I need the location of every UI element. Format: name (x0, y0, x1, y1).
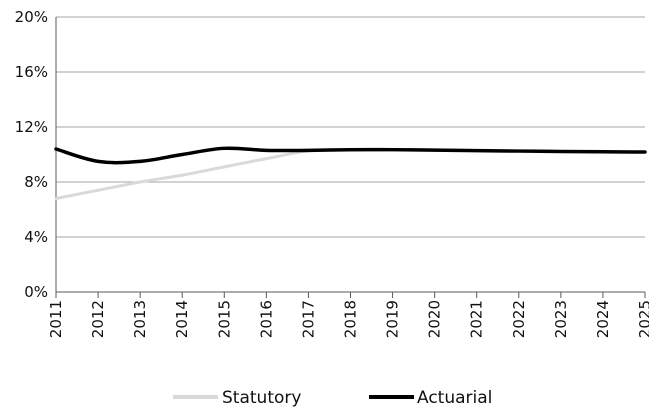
x-tick-label-2017: 2017 (299, 300, 317, 338)
axes (55, 17, 646, 298)
y-axis-ticks: 0% 4% 8% 12% 16% 20% (15, 8, 48, 301)
y-tick-label-4: 4% (24, 228, 48, 246)
y-tick-label-8: 8% (24, 173, 48, 191)
x-tick-label-2023: 2023 (552, 300, 570, 338)
series-line-actuarial (54, 146, 647, 165)
x-tick-label-2024: 2024 (594, 300, 612, 338)
x-tick-label-2011: 2011 (47, 300, 65, 338)
series-lines (54, 146, 647, 200)
y-tick-label-12: 12% (15, 118, 48, 136)
x-tick-label-2016: 2016 (257, 300, 275, 338)
series-line-statutory (54, 148, 647, 200)
x-tick-label-2012: 2012 (89, 300, 107, 338)
x-tick-label-2022: 2022 (510, 300, 528, 338)
x-tick-label-2013: 2013 (131, 300, 149, 338)
x-tick-label-2021: 2021 (468, 300, 486, 338)
x-axis-ticks: 2011 2012 2013 2014 2015 2016 2017 2018 2019 2020… (47, 300, 649, 338)
x-tick-label-2014: 2014 (173, 300, 191, 338)
x-tick-label-2025: 2025 (636, 300, 649, 338)
x-tick-label-2018: 2018 (342, 300, 360, 338)
x-tick-label-2015: 2015 (215, 300, 233, 338)
x-tick-label-2019: 2019 (384, 300, 402, 338)
legend-label-statutory: Statutory (222, 388, 301, 408)
legend: Statutory Actuarial (173, 388, 492, 408)
y-tick-label-16: 16% (15, 63, 48, 81)
y-tick-label-20: 20% (15, 8, 48, 26)
x-tick-label-2020: 2020 (426, 300, 444, 338)
legend-label-actuarial: Actuarial (417, 388, 492, 408)
y-tick-label-0: 0% (24, 283, 48, 301)
gridlines (56, 16, 645, 238)
